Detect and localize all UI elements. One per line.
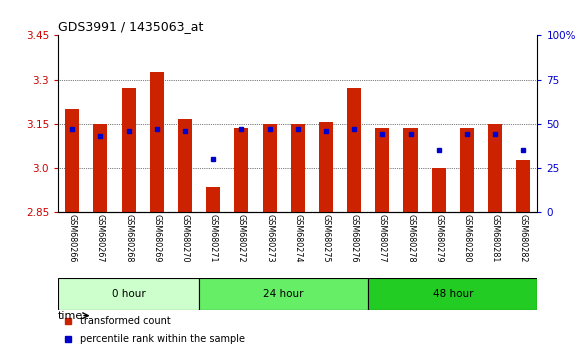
Bar <box>58 278 199 309</box>
Text: GSM680281: GSM680281 <box>490 214 500 262</box>
Bar <box>121 88 135 212</box>
Bar <box>432 168 446 212</box>
Text: GSM680276: GSM680276 <box>350 214 358 262</box>
Text: GSM680266: GSM680266 <box>68 214 77 262</box>
Bar <box>488 124 502 212</box>
Bar <box>347 88 361 212</box>
Text: GSM680278: GSM680278 <box>406 214 415 262</box>
Text: GSM680269: GSM680269 <box>152 214 162 262</box>
Text: GSM680280: GSM680280 <box>462 214 471 262</box>
Text: GSM680279: GSM680279 <box>434 214 443 262</box>
Text: 48 hour: 48 hour <box>433 289 473 299</box>
Text: time: time <box>58 311 83 321</box>
Text: percentile rank within the sample: percentile rank within the sample <box>80 334 245 344</box>
Text: 0 hour: 0 hour <box>112 289 145 299</box>
Bar <box>368 278 537 309</box>
Bar <box>460 128 474 212</box>
Text: GDS3991 / 1435063_at: GDS3991 / 1435063_at <box>58 20 203 33</box>
Text: GSM680275: GSM680275 <box>321 214 331 262</box>
Bar <box>263 124 277 212</box>
Text: transformed count: transformed count <box>80 316 170 326</box>
Text: GSM680282: GSM680282 <box>519 214 528 262</box>
Bar <box>403 128 418 212</box>
Bar <box>375 128 389 212</box>
Text: GSM680273: GSM680273 <box>265 214 274 262</box>
Text: GSM680270: GSM680270 <box>181 214 189 262</box>
Text: GSM680267: GSM680267 <box>96 214 105 262</box>
Bar <box>178 119 192 212</box>
Bar <box>150 72 164 212</box>
Text: GSM680268: GSM680268 <box>124 214 133 262</box>
Bar <box>290 124 305 212</box>
Bar <box>94 124 107 212</box>
Text: GSM680271: GSM680271 <box>209 214 218 262</box>
Text: GSM680272: GSM680272 <box>237 214 246 262</box>
Text: GSM680274: GSM680274 <box>293 214 302 262</box>
Bar <box>234 128 249 212</box>
Bar <box>65 109 79 212</box>
Bar <box>199 278 368 309</box>
Text: 24 hour: 24 hour <box>263 289 304 299</box>
Text: GSM680277: GSM680277 <box>378 214 387 262</box>
Bar <box>517 160 530 212</box>
Bar <box>319 122 333 212</box>
Bar <box>206 187 220 212</box>
